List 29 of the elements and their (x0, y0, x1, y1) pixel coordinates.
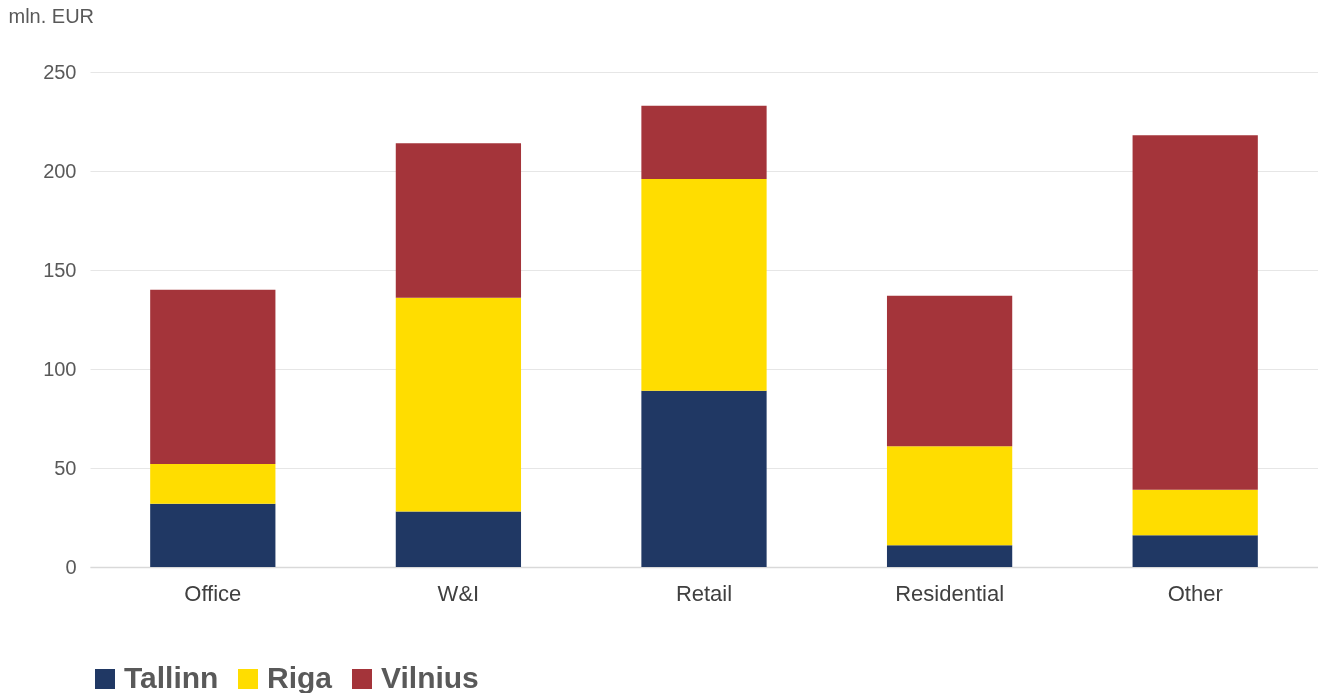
bar (395, 143, 522, 298)
x-tick-label: Office (184, 580, 242, 606)
y-tick-label: 100 (43, 357, 77, 380)
bar (886, 545, 1013, 567)
bar (150, 289, 276, 465)
bar (150, 464, 276, 504)
x-tick-label: Other (1167, 580, 1223, 606)
x-tick-label: Residential (895, 580, 1005, 606)
bar (641, 390, 767, 567)
legend-label: Vilnius (381, 661, 479, 693)
x-tick-label: W&I (437, 580, 480, 606)
y-tick-label: 200 (43, 159, 77, 182)
y-tick-label: 250 (43, 60, 77, 83)
x-tick-label: Retail (675, 580, 733, 606)
bar (886, 446, 1013, 546)
bar (641, 178, 767, 391)
y-tick-label: 150 (43, 258, 77, 281)
bar (641, 105, 767, 179)
y-tick-label: 0 (65, 555, 77, 578)
bar (1132, 535, 1258, 567)
bar (1132, 489, 1258, 536)
bar (395, 297, 522, 512)
y-axis-title: mln. EUR (8, 4, 95, 27)
bar (395, 511, 522, 567)
bar (1132, 135, 1258, 490)
legend-label: Tallinn (124, 661, 219, 693)
y-tick-label: 50 (54, 456, 77, 479)
bar (886, 295, 1013, 447)
bar (150, 503, 276, 567)
